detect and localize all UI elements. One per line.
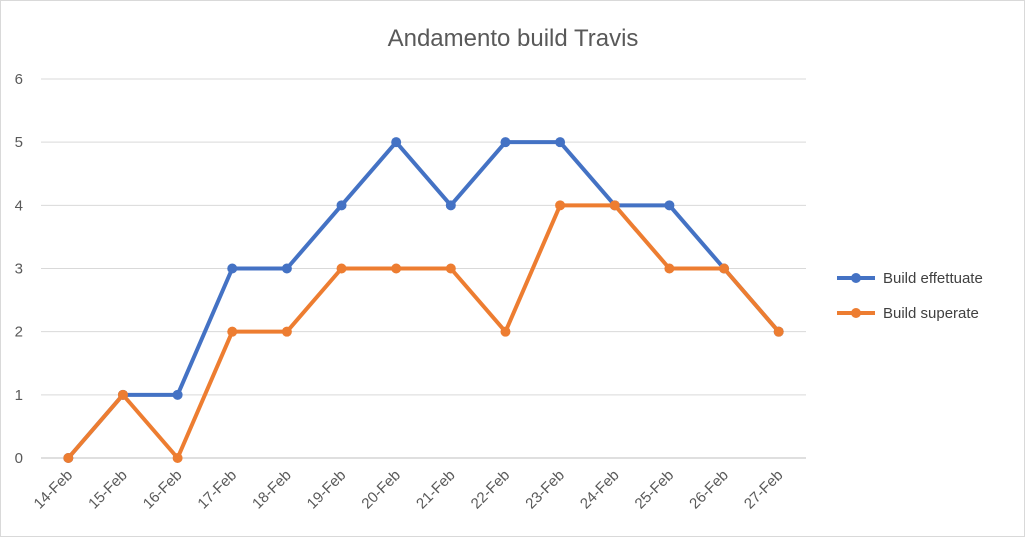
x-tick-label: 19-Feb xyxy=(304,467,350,513)
x-axis-ticks: 14-Feb 15-Feb 16-Feb 17-Feb 18-Feb 19-Feb 20-F… xyxy=(31,467,787,513)
y-tick-label: 2 xyxy=(15,324,23,341)
data-point xyxy=(336,263,347,274)
y-tick-label: 4 xyxy=(15,197,23,214)
x-tick-label: 26-Feb xyxy=(686,467,732,513)
y-tick-label: 1 xyxy=(15,387,23,404)
y-tick-label: 6 xyxy=(15,71,23,88)
data-point xyxy=(664,200,675,211)
data-point xyxy=(555,200,566,211)
data-point xyxy=(172,453,183,463)
x-tick-label: 20-Feb xyxy=(358,467,404,513)
data-point xyxy=(664,263,675,274)
x-tick-label: 15-Feb xyxy=(85,467,131,513)
x-tick-label: 14-Feb xyxy=(31,467,77,513)
legend-label: Build effettuate xyxy=(883,270,983,287)
data-point xyxy=(391,137,402,148)
series-1 xyxy=(63,137,784,463)
data-point xyxy=(172,389,183,400)
data-point xyxy=(445,200,456,211)
data-point xyxy=(500,137,511,148)
x-tick-label: 27-Feb xyxy=(741,467,787,513)
legend: Build effettuate Build superate xyxy=(837,270,983,322)
legend-item: Build superate xyxy=(837,305,979,322)
data-point xyxy=(227,263,238,274)
data-point xyxy=(500,326,511,337)
data-point xyxy=(117,389,128,400)
x-tick-label: 16-Feb xyxy=(140,467,186,513)
y-axis-ticks: 0 1 2 3 4 5 6 xyxy=(15,71,23,467)
data-point xyxy=(391,263,402,274)
y-tick-label: 5 xyxy=(15,134,23,151)
x-tick-label: 17-Feb xyxy=(194,467,240,513)
series-line xyxy=(66,140,781,460)
legend-swatch-marker xyxy=(851,308,861,318)
x-tick-label: 18-Feb xyxy=(249,467,295,513)
data-point xyxy=(773,326,784,337)
legend-label: Build superate xyxy=(883,305,979,322)
data-point xyxy=(555,137,566,148)
series-line xyxy=(66,203,781,460)
x-tick-label: 21-Feb xyxy=(413,467,459,513)
y-tick-label: 3 xyxy=(15,261,23,278)
data-point xyxy=(609,200,620,211)
series-2 xyxy=(63,200,784,463)
data-point xyxy=(63,453,74,463)
x-tick-label: 23-Feb xyxy=(522,467,568,513)
series-layer xyxy=(63,137,784,463)
data-point xyxy=(227,326,238,337)
y-tick-label: 0 xyxy=(15,450,23,467)
legend-item: Build effettuate xyxy=(837,270,983,287)
legend-swatch-marker xyxy=(851,273,861,283)
x-tick-label: 25-Feb xyxy=(632,467,678,513)
data-point xyxy=(336,200,347,211)
data-point xyxy=(719,263,730,274)
data-point xyxy=(281,326,292,337)
x-tick-label: 24-Feb xyxy=(577,467,623,513)
data-point xyxy=(281,263,292,274)
x-tick-label: 22-Feb xyxy=(468,467,514,513)
data-point xyxy=(445,263,456,274)
chart-title: Andamento build Travis xyxy=(388,25,639,52)
